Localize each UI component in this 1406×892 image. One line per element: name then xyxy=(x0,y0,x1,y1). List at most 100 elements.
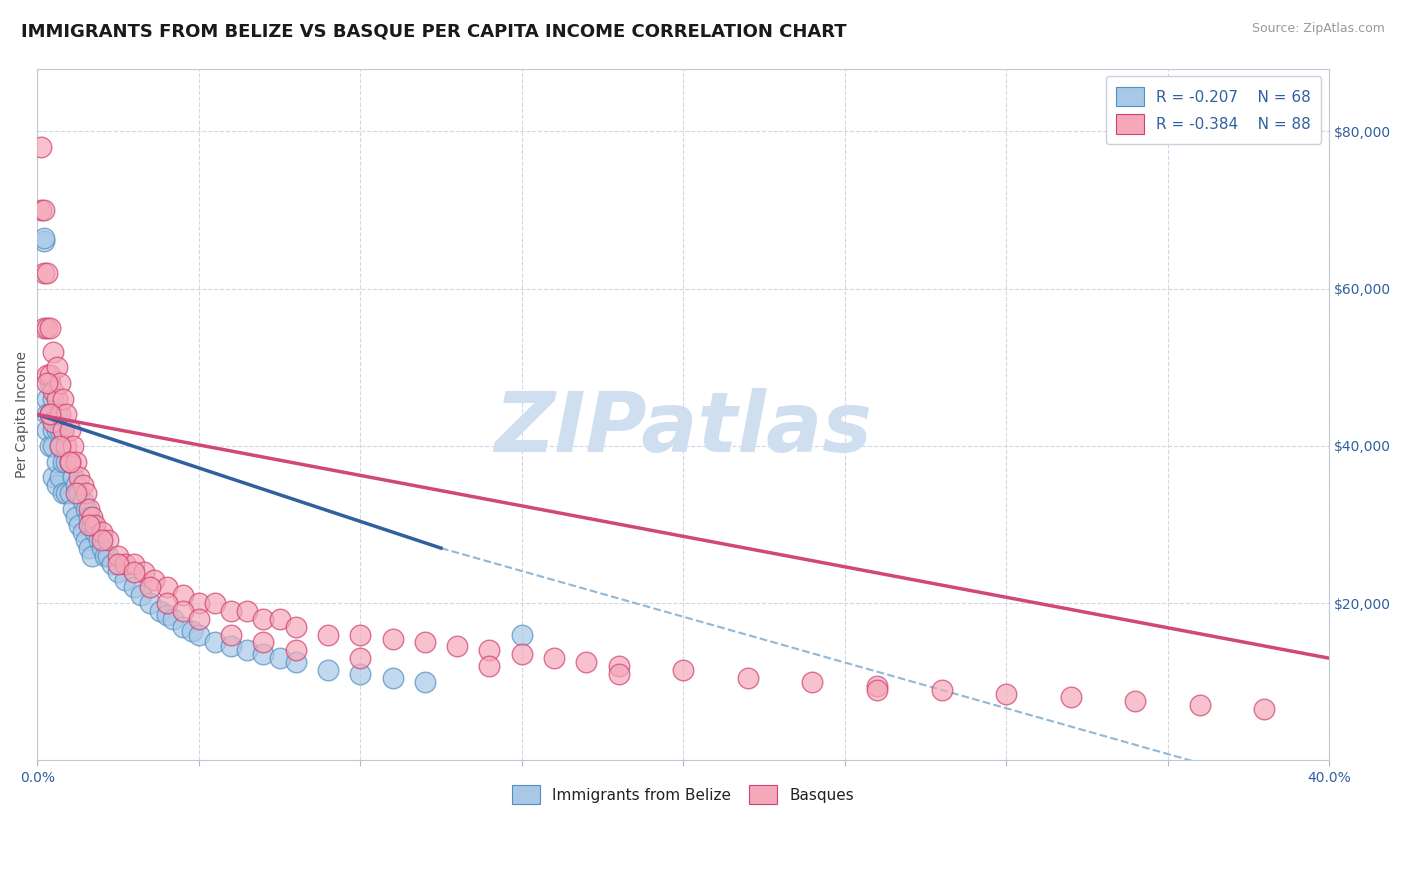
Point xyxy=(39,321,62,335)
Point xyxy=(49,439,72,453)
Point xyxy=(349,627,371,641)
Point xyxy=(204,635,226,649)
Point xyxy=(49,423,72,437)
Point xyxy=(42,415,65,429)
Point xyxy=(543,651,565,665)
Point xyxy=(84,517,107,532)
Point xyxy=(155,596,177,610)
Point xyxy=(90,533,112,548)
Point xyxy=(413,674,436,689)
Point xyxy=(510,647,533,661)
Point xyxy=(77,517,100,532)
Point xyxy=(122,565,145,579)
Point xyxy=(478,659,501,673)
Point xyxy=(77,541,100,555)
Point xyxy=(172,604,194,618)
Point xyxy=(87,533,110,548)
Point xyxy=(59,423,82,437)
Point xyxy=(35,266,58,280)
Point xyxy=(55,408,77,422)
Point xyxy=(97,549,120,563)
Point xyxy=(45,408,67,422)
Point xyxy=(75,486,97,500)
Point xyxy=(49,408,72,422)
Point xyxy=(65,509,87,524)
Point xyxy=(49,439,72,453)
Point xyxy=(65,478,87,492)
Point xyxy=(77,509,100,524)
Point xyxy=(995,687,1018,701)
Text: ZIPatlas: ZIPatlas xyxy=(495,388,872,469)
Point xyxy=(97,533,120,548)
Point xyxy=(149,604,172,618)
Point xyxy=(478,643,501,657)
Point xyxy=(32,235,55,249)
Point xyxy=(35,321,58,335)
Point xyxy=(39,376,62,390)
Point xyxy=(82,509,104,524)
Point xyxy=(284,655,307,669)
Point xyxy=(55,455,77,469)
Point xyxy=(72,494,94,508)
Point xyxy=(82,549,104,563)
Point xyxy=(35,392,58,406)
Point xyxy=(122,557,145,571)
Point xyxy=(32,266,55,280)
Point xyxy=(62,501,84,516)
Point xyxy=(219,640,242,654)
Point xyxy=(219,604,242,618)
Point xyxy=(1253,702,1275,716)
Point xyxy=(90,525,112,540)
Point xyxy=(252,647,274,661)
Text: Source: ZipAtlas.com: Source: ZipAtlas.com xyxy=(1251,22,1385,36)
Point xyxy=(45,455,67,469)
Legend: Immigrants from Belize, Basques: Immigrants from Belize, Basques xyxy=(502,774,865,815)
Point xyxy=(75,501,97,516)
Text: IMMIGRANTS FROM BELIZE VS BASQUE PER CAPITA INCOME CORRELATION CHART: IMMIGRANTS FROM BELIZE VS BASQUE PER CAP… xyxy=(21,22,846,40)
Point xyxy=(1188,698,1211,713)
Point xyxy=(59,455,82,469)
Point xyxy=(737,671,759,685)
Point xyxy=(607,666,630,681)
Point xyxy=(52,486,75,500)
Point xyxy=(866,682,889,697)
Point xyxy=(52,423,75,437)
Point xyxy=(35,423,58,437)
Point xyxy=(607,659,630,673)
Point xyxy=(42,392,65,406)
Point xyxy=(284,620,307,634)
Point xyxy=(114,557,136,571)
Point xyxy=(62,439,84,453)
Point xyxy=(65,486,87,500)
Point xyxy=(204,596,226,610)
Point xyxy=(236,643,259,657)
Point xyxy=(381,671,404,685)
Point xyxy=(45,423,67,437)
Point xyxy=(107,565,129,579)
Point xyxy=(42,384,65,398)
Point xyxy=(72,478,94,492)
Point xyxy=(316,663,339,677)
Point xyxy=(129,588,152,602)
Point xyxy=(107,557,129,571)
Point xyxy=(75,533,97,548)
Point xyxy=(269,651,291,665)
Point xyxy=(107,549,129,563)
Point xyxy=(316,627,339,641)
Point xyxy=(82,517,104,532)
Point xyxy=(39,408,62,422)
Point xyxy=(1060,690,1083,705)
Point xyxy=(59,455,82,469)
Point xyxy=(252,635,274,649)
Point xyxy=(52,392,75,406)
Point xyxy=(49,470,72,484)
Point xyxy=(284,643,307,657)
Point xyxy=(65,455,87,469)
Point xyxy=(52,455,75,469)
Point xyxy=(42,423,65,437)
Point xyxy=(30,140,52,154)
Point xyxy=(35,368,58,383)
Point xyxy=(45,360,67,375)
Point xyxy=(672,663,695,677)
Point xyxy=(59,455,82,469)
